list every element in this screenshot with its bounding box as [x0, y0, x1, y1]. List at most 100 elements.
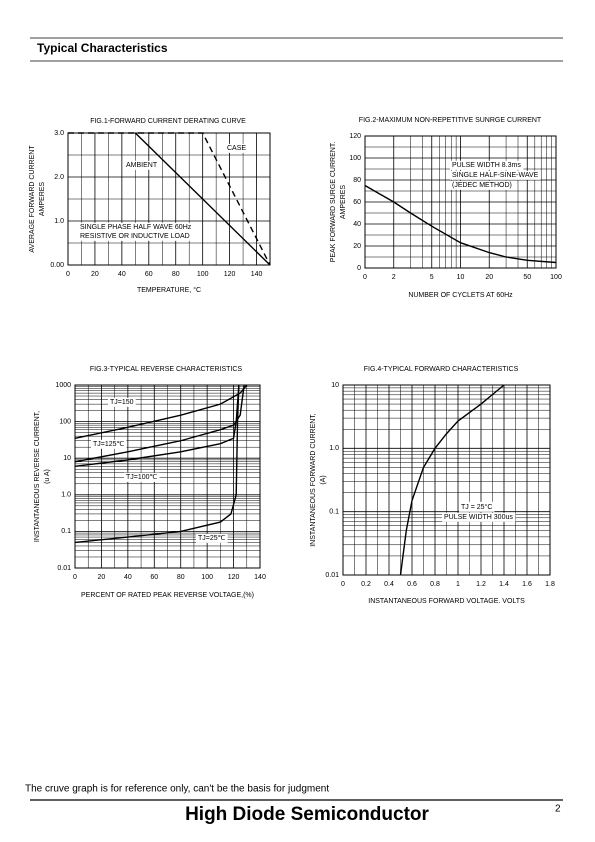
y-axis-label: PEAK FORWARD SURGE CURRENT.	[330, 142, 337, 263]
plot-frame	[74, 384, 261, 569]
annotation: SINGLE PHASE HALF WAVE 60Hz	[80, 224, 192, 231]
y-tick-label: 0.1	[61, 528, 71, 535]
y-tick-label: 1.0	[329, 445, 339, 452]
y-axis-label: (u A)	[44, 469, 51, 484]
series-label: TJ=125℃	[93, 441, 125, 448]
annotation: PULSE WIDTH 8.3ms	[452, 162, 521, 169]
x-tick-label: 60	[145, 271, 153, 278]
header-title: Typical Characteristics	[37, 41, 168, 55]
annotation: (JEDEC METHOD)	[452, 182, 512, 189]
x-axis-label: INSTANTANEOUS FORWARD VOLTAGE. VOLTS	[368, 598, 525, 605]
x-tick-label: 20	[91, 271, 99, 278]
annotation: RESISTIVE OR INDUCTIVE LOAD	[80, 233, 190, 240]
y-tick-label: 2.0	[54, 174, 64, 181]
data-line	[134, 132, 271, 266]
label-background	[442, 512, 516, 522]
y-tick-label: 100	[349, 155, 361, 162]
company-name: High Diode Semiconductor	[185, 804, 429, 825]
plot-frame	[342, 384, 551, 576]
x-tick-label: 120	[224, 271, 236, 278]
label-background	[78, 222, 194, 232]
x-tick-label: 140	[254, 574, 266, 581]
label-background	[450, 180, 514, 190]
label-background	[124, 160, 160, 170]
label-background	[450, 160, 524, 170]
label-background	[91, 439, 127, 449]
data-line	[74, 384, 248, 439]
chart-title: FIG.3-TYPICAL REVERSE CHARACTERISTICS	[90, 366, 243, 373]
y-tick-label: 10	[63, 455, 71, 462]
y-axis-label: AVERAGE FORWARD CURRENT	[29, 145, 36, 253]
x-tick-label: 1.6	[522, 581, 532, 588]
y-tick-label: 100	[59, 418, 71, 425]
chart-title: FIG.2-MAXIMUM NON-REPETITIVE SUNRGE CURR…	[359, 117, 542, 124]
x-tick-label: 100	[201, 574, 213, 581]
y-tick-label: 80	[353, 177, 361, 184]
label-background	[459, 501, 495, 512]
y-tick-label: 0.01	[57, 565, 71, 572]
x-tick-label: 100	[550, 274, 562, 281]
x-tick-label: 1	[456, 581, 460, 588]
y-tick-label: 20	[353, 243, 361, 250]
x-tick-label: 20	[98, 574, 106, 581]
annotation: PULSE WIDTH 300us	[444, 514, 513, 521]
data-line	[74, 384, 240, 544]
footer-note: The cruve graph is for reference only, c…	[25, 784, 329, 795]
x-tick-label: 1.8	[545, 581, 555, 588]
y-axis-label: (A)	[320, 475, 327, 484]
x-tick-label: 2	[392, 274, 396, 281]
annotation: TJ = 25°C	[461, 503, 492, 511]
y-tick-label: 0.00	[50, 262, 64, 269]
series-label: AMBIENT	[126, 162, 158, 169]
y-tick-label: 0	[357, 265, 361, 272]
x-tick-label: 5	[430, 274, 434, 281]
data-line	[74, 384, 245, 463]
series-label: CASE	[227, 145, 246, 152]
x-tick-label: 1.2	[476, 581, 486, 588]
y-axis-label: AMPERES	[340, 185, 347, 220]
x-tick-label: 0	[363, 274, 367, 281]
x-tick-label: 120	[228, 574, 240, 581]
data-line	[399, 384, 505, 576]
label-background	[225, 143, 249, 153]
x-tick-label: 0	[66, 271, 70, 278]
x-tick-label: 50	[523, 274, 531, 281]
chart-title: FIG.1-FORWARD CURRENT DERATING CURVE	[90, 118, 246, 125]
x-tick-label: 20	[485, 274, 493, 281]
annotation: SINGLE HALF-SINE-WAVE	[452, 172, 539, 179]
y-tick-label: 40	[353, 221, 361, 228]
x-tick-label: 40	[124, 574, 132, 581]
x-tick-label: 60	[150, 574, 158, 581]
series-label: TJ=100℃	[126, 474, 158, 481]
x-tick-label: 0	[341, 581, 345, 588]
label-background	[450, 170, 541, 180]
x-tick-label: 80	[172, 271, 180, 278]
x-tick-label: 0.6	[407, 581, 417, 588]
x-tick-label: 0.2	[361, 581, 371, 588]
x-axis-label: PERCENT OF RATED PEAK REVERSE VOLTAGE,(%…	[81, 592, 254, 599]
y-tick-label: 0.01	[325, 572, 339, 579]
plot-frame	[364, 135, 557, 269]
x-axis-label: NUMBER OF CYCLETS AT 60Hz	[408, 292, 513, 299]
y-tick-label: 1.0	[61, 492, 71, 499]
y-axis-label: INSTANTANEOUS REVERSE CURRENT,	[34, 411, 41, 542]
label-background	[108, 397, 136, 407]
label-background	[196, 533, 228, 543]
series-label: TJ=25℃	[198, 535, 226, 542]
y-tick-label: 3.0	[54, 130, 64, 137]
y-tick-label: 60	[353, 199, 361, 206]
x-tick-label: 40	[118, 271, 126, 278]
x-tick-label: 0.4	[384, 581, 394, 588]
data-line	[364, 184, 557, 264]
x-tick-label: 100	[197, 271, 209, 278]
x-tick-label: 0	[73, 574, 77, 581]
y-tick-label: 1000	[55, 382, 71, 389]
data-line	[68, 132, 271, 266]
x-tick-label: 80	[177, 574, 185, 581]
x-tick-label: 1.4	[499, 581, 509, 588]
chart-title: FIG.4-TYPICAL FORWARD CHARACTERISTICS	[364, 366, 519, 373]
label-background	[78, 231, 192, 241]
y-axis-label: INSTANTANEOUS FORWARD CURRENT,	[310, 413, 317, 547]
